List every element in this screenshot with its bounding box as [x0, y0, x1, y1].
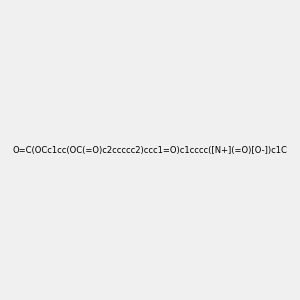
Text: O=C(OCc1cc(OC(=O)c2ccccc2)ccc1=O)c1cccc([N+](=O)[O-])c1C: O=C(OCc1cc(OC(=O)c2ccccc2)ccc1=O)c1cccc(…: [13, 146, 287, 154]
